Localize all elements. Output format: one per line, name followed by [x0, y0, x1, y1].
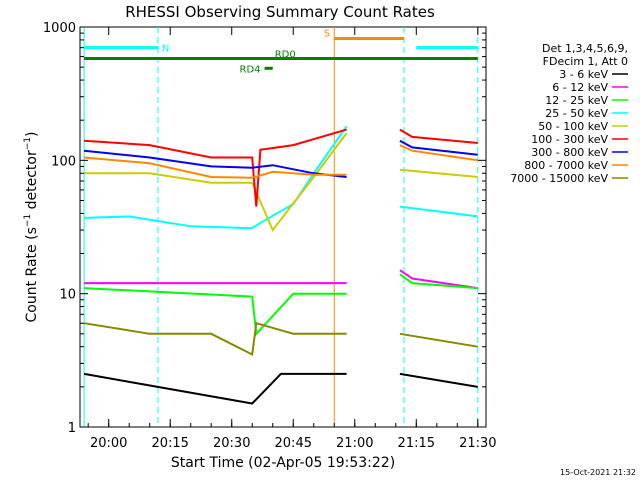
chart-title: RHESSI Observing Summary Count Rates [125, 3, 435, 21]
flag-label-rd0: RD0 [275, 50, 296, 61]
series-line [83, 372, 347, 405]
series-line [399, 269, 478, 290]
series-line [399, 372, 478, 388]
x-tick-label: 20:15 [151, 436, 188, 451]
plot-frame [79, 26, 487, 428]
series-line [84, 132, 348, 233]
series-line [399, 205, 478, 218]
x-tick-label: 20:00 [90, 436, 127, 451]
legend-header-1: Det 1,3,4,5,6,9, [542, 42, 628, 55]
y-axis-ticks: 1 10 100 1000 [43, 21, 486, 436]
legend-item-label: 3 - 6 keV [559, 68, 608, 81]
y-axis-label-sup2: −1 [23, 137, 33, 150]
x-axis-label: Start Time (02-Apr-05 19:53:22) [171, 455, 395, 471]
x-tick-label: 21:15 [398, 436, 435, 451]
x-tick-label: 21:30 [459, 436, 496, 451]
interval-lines [83, 27, 479, 427]
flag-label-n: N [162, 44, 169, 55]
legend-item-label: 50 - 100 keV [538, 120, 608, 133]
y-axis-label-end: ) [24, 132, 40, 137]
x-tick-label: 20:45 [275, 436, 312, 451]
legend-item-label: 6 - 12 keV [552, 81, 608, 94]
y-tick-label: 10 [59, 288, 76, 303]
series-line [399, 168, 478, 178]
flag-label-rd4: RD4 [240, 64, 261, 75]
series-line [399, 128, 478, 144]
series-line [83, 321, 347, 357]
series-line [84, 287, 347, 337]
series-line [399, 139, 478, 156]
x-axis-ticks: 20:00 20:15 20:30 20:45 21:00 21:15 21:30 [87, 27, 497, 451]
legend-item-label: 300 - 800 keV [531, 146, 608, 159]
series-line [84, 125, 348, 230]
legend: Det 1,3,4,5,6,9, FDecim 1, Att 0 3 - 6 k… [510, 42, 628, 185]
x-tick-label: 20:30 [213, 436, 250, 451]
y-tick-label: 1000 [43, 21, 76, 36]
y-axis-label-part2: detector [24, 150, 40, 214]
flag-label-s: S [324, 28, 330, 39]
flag-bars: N S RD0 RD4 [84, 28, 478, 75]
timestamp: 15-Oct-2021 21:32 [560, 468, 636, 477]
series-line [399, 332, 478, 348]
y-axis-label-sup: −1 [23, 214, 33, 227]
legend-item-label: 800 - 7000 keV [524, 159, 608, 172]
series-line [83, 149, 347, 178]
y-axis-label: Count Rate (s−1 detector−1) [23, 132, 40, 323]
series-line [84, 128, 347, 207]
legend-item-label: 12 - 25 keV [545, 94, 608, 107]
series-line [399, 273, 478, 290]
y-tick-label: 100 [51, 154, 76, 169]
series-lines [83, 125, 478, 405]
legend-item-label: 100 - 300 keV [531, 133, 608, 146]
y-axis-label-part1: Count Rate (s [24, 227, 40, 322]
series-line [399, 144, 478, 162]
legend-item-label: 7000 - 15000 keV [510, 172, 608, 185]
y-tick-label: 1 [68, 421, 76, 436]
legend-item-label: 25 - 50 keV [545, 107, 608, 120]
x-tick-label: 21:00 [336, 436, 373, 451]
series-line [84, 156, 347, 179]
legend-header-2: FDecim 1, Att 0 [543, 55, 628, 68]
